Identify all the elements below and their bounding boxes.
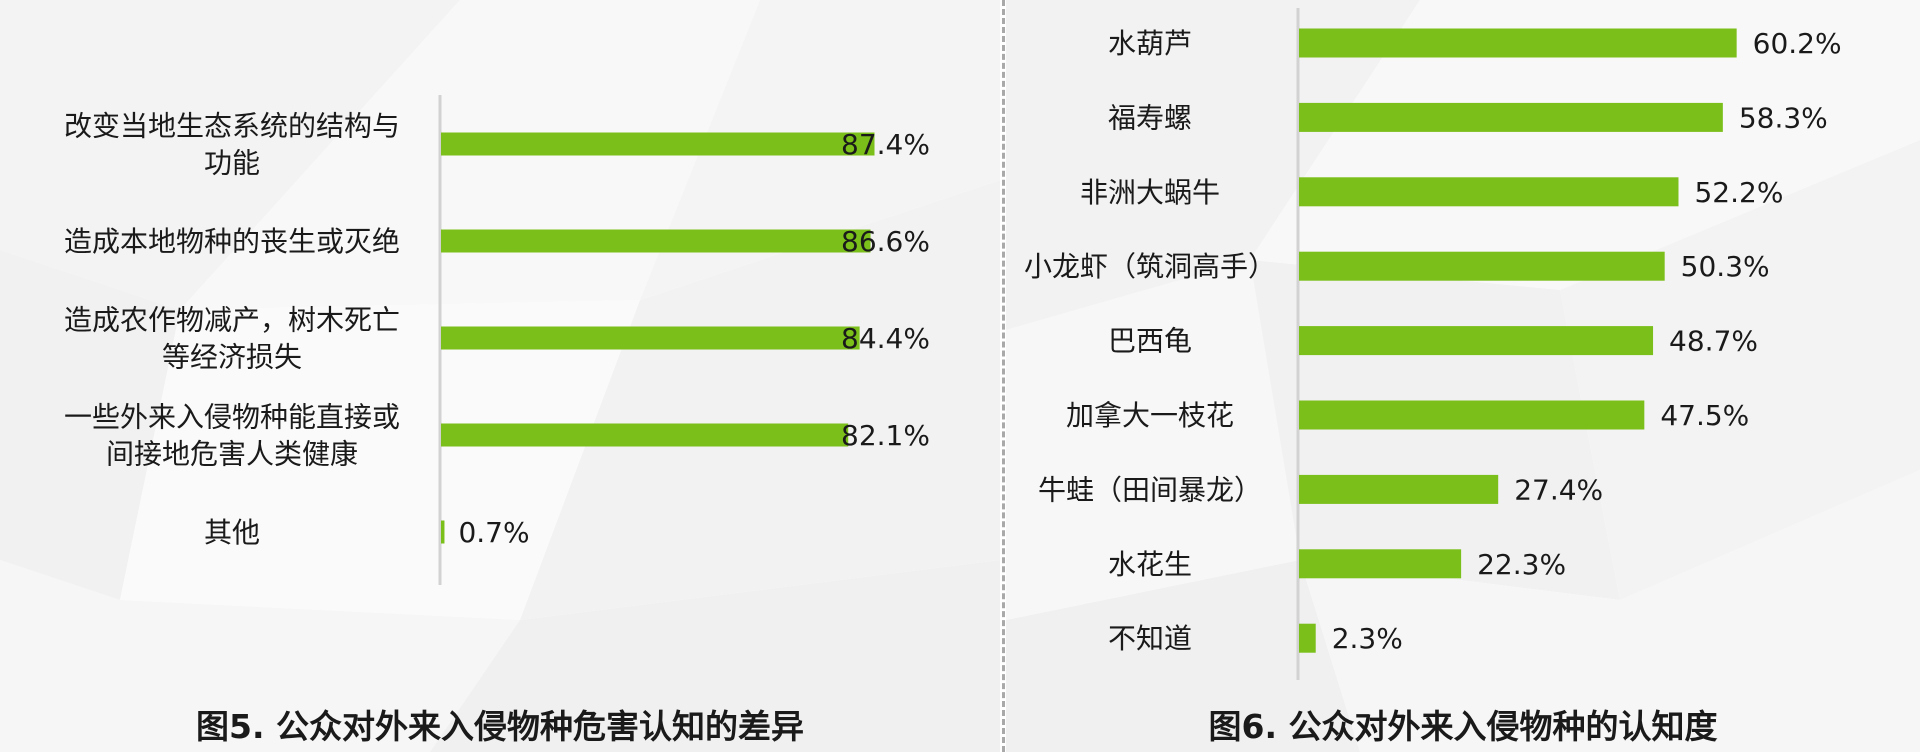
bar-3 <box>441 326 860 350</box>
category-label-9: 不知道 <box>1108 622 1192 655</box>
bar-4 <box>1299 251 1665 281</box>
value-label-1: 60.2% <box>1753 27 1842 60</box>
category-label-7: 牛蛙（田间暴龙） <box>1038 473 1262 506</box>
bar-2 <box>1299 102 1723 132</box>
bar-7 <box>1299 474 1499 504</box>
value-label-2: 58.3% <box>1739 101 1828 134</box>
value-label-2: 86.6% <box>841 225 930 258</box>
bar-8 <box>1299 549 1462 579</box>
chart-title-fig5: 图5. 公众对外来入侵物种危害认知的差异 <box>196 707 804 746</box>
category-label-1: 水葫芦 <box>1108 27 1192 60</box>
bar-6 <box>1299 400 1645 430</box>
chart-fig5: 改变当地生态系统的结构与功能 87.4% 造成本地物种的丧生或灭绝 86.6% 造成农作… <box>64 95 930 585</box>
value-label-1: 87.4% <box>841 128 930 161</box>
category-label-8: 水花生 <box>1108 548 1192 581</box>
value-label-5: 0.7% <box>458 516 529 549</box>
category-label-2: 造成本地物种的丧生或灭绝 <box>64 225 400 258</box>
chart-title-fig6: 图6. 公众对外来入侵物种的认知度 <box>1208 707 1718 746</box>
category-label-6: 加拿大一枝花 <box>1066 399 1234 432</box>
category-label-5: 巴西龟 <box>1108 325 1192 358</box>
value-label-5: 48.7% <box>1669 325 1758 358</box>
category-label-5: 其他 <box>204 516 260 549</box>
value-label-9: 2.3% <box>1332 622 1403 655</box>
bar-1 <box>441 132 875 156</box>
category-label-2: 福寿螺 <box>1108 101 1192 134</box>
category-label-3: 非洲大蜗牛 <box>1080 176 1220 209</box>
value-label-8: 22.3% <box>1477 548 1566 581</box>
bar-1 <box>1299 28 1737 58</box>
value-label-7: 27.4% <box>1514 473 1603 506</box>
bar-9 <box>1299 623 1316 653</box>
chart-divider <box>1002 0 1005 752</box>
value-label-4: 50.3% <box>1681 250 1770 283</box>
category-label-4: 小龙虾（筑洞高手） <box>1024 250 1276 283</box>
bar-3 <box>1299 177 1679 207</box>
value-label-6: 47.5% <box>1660 399 1749 432</box>
bar-2 <box>441 229 871 253</box>
value-label-3: 52.2% <box>1694 176 1783 209</box>
bar-4 <box>441 423 849 447</box>
category-label-1: 改变当地生态系统的结构与功能 <box>64 110 400 180</box>
chart-fig6: 水葫芦 60.2% 福寿螺 58.3% 非洲大蜗牛 52.2% 小龙虾（筑洞高手） 50.3%… <box>1024 8 1842 680</box>
bar-5 <box>441 520 445 544</box>
value-label-3: 84.4% <box>841 322 930 355</box>
category-label-3: 造成农作物减产，树木死亡等经济损失 <box>64 304 400 374</box>
value-label-4: 82.1% <box>841 419 930 452</box>
category-label-4: 一些外来入侵物种能直接或间接地危害人类健康 <box>64 401 400 471</box>
bar-5 <box>1299 326 1654 356</box>
